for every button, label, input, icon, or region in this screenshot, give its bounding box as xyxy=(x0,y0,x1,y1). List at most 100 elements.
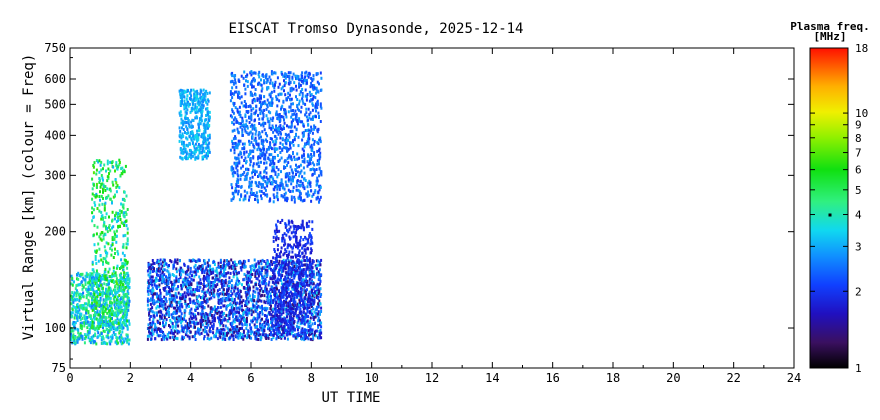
echo-point xyxy=(115,321,118,325)
echo-point xyxy=(207,258,210,262)
echo-point xyxy=(75,291,78,295)
echo-point xyxy=(289,259,292,263)
echo-point xyxy=(237,336,240,340)
echo-point xyxy=(229,114,232,118)
echo-point xyxy=(85,311,88,315)
echo-point xyxy=(268,93,271,97)
echo-point xyxy=(257,155,260,159)
echo-point xyxy=(191,108,194,112)
echo-point xyxy=(74,327,77,331)
echo-point xyxy=(99,310,101,314)
echo-point xyxy=(254,127,257,131)
echo-point xyxy=(114,290,116,294)
echo-point xyxy=(220,301,223,305)
echo-point xyxy=(117,216,120,219)
echo-point xyxy=(258,305,261,309)
echo-point xyxy=(238,122,241,125)
echo-point xyxy=(279,115,282,119)
echo-point xyxy=(260,141,263,145)
echo-point xyxy=(187,293,190,297)
echo-point xyxy=(102,314,105,318)
echo-point xyxy=(178,111,181,115)
echo-point xyxy=(254,99,256,103)
echo-point xyxy=(262,139,265,143)
echo-point xyxy=(105,301,108,305)
echo-point xyxy=(219,297,222,301)
echo-point xyxy=(95,272,98,276)
echo-point xyxy=(243,142,246,146)
echo-point xyxy=(165,280,168,284)
echo-point xyxy=(212,307,215,311)
echo-point xyxy=(124,292,127,296)
echo-point xyxy=(276,130,279,134)
echo-point xyxy=(128,277,131,281)
echo-point xyxy=(193,107,196,111)
echo-point xyxy=(182,89,185,93)
echo-point xyxy=(213,319,216,323)
echo-point xyxy=(112,288,115,292)
echo-point xyxy=(239,125,242,129)
echo-point xyxy=(247,271,250,275)
echo-point xyxy=(236,276,239,280)
echo-point xyxy=(204,94,207,98)
echo-point xyxy=(231,284,234,288)
echo-point xyxy=(202,133,205,137)
echo-point xyxy=(254,171,256,175)
echo-point xyxy=(89,287,92,291)
echo-point xyxy=(103,245,106,249)
echo-point xyxy=(109,335,112,339)
echo-point xyxy=(288,329,291,332)
echo-point xyxy=(233,145,236,149)
echo-point xyxy=(191,130,194,134)
echo-point xyxy=(292,287,295,291)
echo-point xyxy=(107,331,110,335)
echo-point xyxy=(197,331,200,335)
echo-point xyxy=(201,103,204,107)
echo-point xyxy=(318,290,321,294)
echo-point xyxy=(119,218,122,221)
echo-point xyxy=(78,298,81,302)
echo-point xyxy=(119,280,122,284)
echo-point xyxy=(88,331,91,335)
echo-point xyxy=(280,127,282,131)
echo-point xyxy=(255,302,258,305)
echo-point xyxy=(278,125,281,129)
echo-point xyxy=(255,337,258,341)
echo-point xyxy=(79,323,82,327)
echo-point xyxy=(247,333,250,337)
echo-point xyxy=(190,311,193,315)
echo-point xyxy=(95,192,98,196)
echo-point xyxy=(272,177,275,181)
echo-point xyxy=(229,328,232,332)
echo-point xyxy=(260,105,262,109)
echo-point xyxy=(263,147,266,151)
echo-point xyxy=(212,324,215,328)
echo-point xyxy=(313,315,316,319)
echo-point xyxy=(192,278,195,282)
echo-point xyxy=(235,270,237,273)
echo-point xyxy=(86,273,89,277)
echo-point xyxy=(159,293,162,297)
echo-point xyxy=(124,310,127,314)
echo-point xyxy=(303,312,306,316)
echo-point xyxy=(146,269,149,273)
echo-point xyxy=(292,270,295,274)
echo-point xyxy=(227,292,230,296)
echo-point xyxy=(193,146,196,150)
echo-point xyxy=(169,318,172,322)
echo-point xyxy=(189,309,192,313)
echo-point xyxy=(172,294,175,298)
echo-point xyxy=(148,334,151,338)
echo-point xyxy=(298,282,301,286)
echo-point xyxy=(162,269,164,273)
echo-point xyxy=(162,303,165,307)
echo-point xyxy=(98,300,101,304)
echo-point xyxy=(255,109,258,113)
echo-point xyxy=(253,258,256,262)
echo-point xyxy=(187,102,190,106)
echo-point xyxy=(200,331,203,335)
echo-point xyxy=(191,142,194,146)
echo-point xyxy=(281,85,284,89)
echo-point xyxy=(180,315,183,319)
echo-point xyxy=(216,316,219,320)
